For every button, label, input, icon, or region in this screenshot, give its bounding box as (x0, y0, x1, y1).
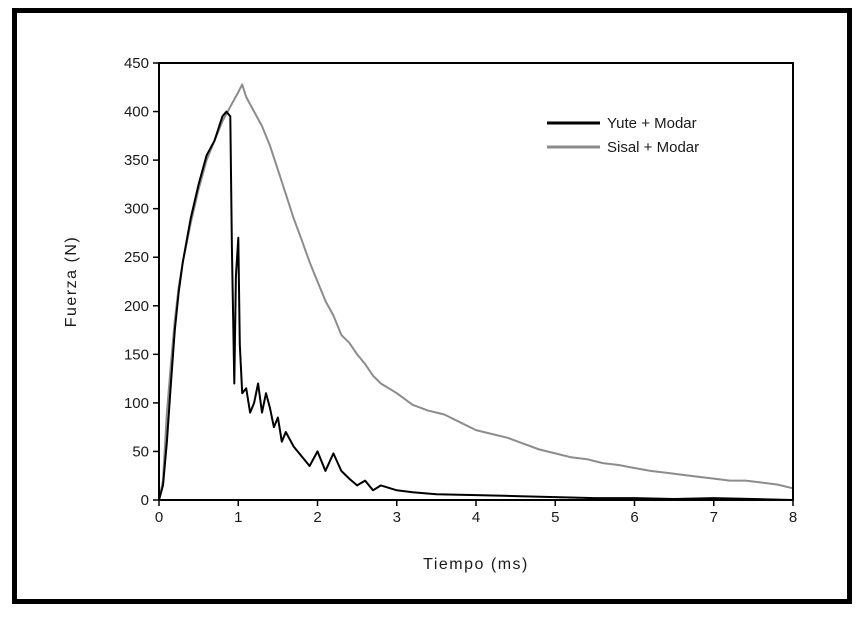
series-line-0 (158, 110, 794, 501)
y-axis-title: Fuerza (N) (63, 236, 80, 327)
plot-area (158, 62, 794, 501)
y-tick-label: 300 (124, 201, 149, 218)
y-tick-label: 0 (141, 492, 149, 509)
x-tick-label: 3 (393, 509, 401, 526)
x-tick-label: 4 (472, 509, 480, 526)
legend: Yute + Modar Sisal + Modar (547, 115, 699, 156)
y-tick-label: 100 (124, 395, 149, 412)
x-tick-label: 6 (630, 509, 638, 526)
x-tick-label: 8 (789, 509, 797, 526)
series-layer (158, 83, 794, 501)
y-axis: 0 50 100 150 200 250 300 350 400 450 (124, 55, 159, 509)
x-tick-label: 2 (313, 509, 321, 526)
x-axis-title: Tiempo (ms) (423, 556, 529, 573)
y-tick-label: 50 (132, 443, 149, 460)
y-tick-label: 200 (124, 298, 149, 315)
y-tick-label: 350 (124, 152, 149, 169)
legend-label-0: Yute + Modar (607, 115, 697, 132)
y-tick-label: 250 (124, 249, 149, 266)
x-tick-label: 1 (234, 509, 242, 526)
y-tick-label: 450 (124, 55, 149, 72)
x-axis: 0 1 2 3 4 5 6 7 8 (155, 500, 797, 526)
x-tick-label: 0 (155, 509, 163, 526)
y-tick-label: 400 (124, 104, 149, 121)
y-tick-label: 150 (124, 346, 149, 363)
chart-frame (12, 8, 852, 604)
x-tick-label: 7 (710, 509, 718, 526)
legend-label-1: Sisal + Modar (607, 139, 699, 156)
x-tick-label: 5 (551, 509, 559, 526)
